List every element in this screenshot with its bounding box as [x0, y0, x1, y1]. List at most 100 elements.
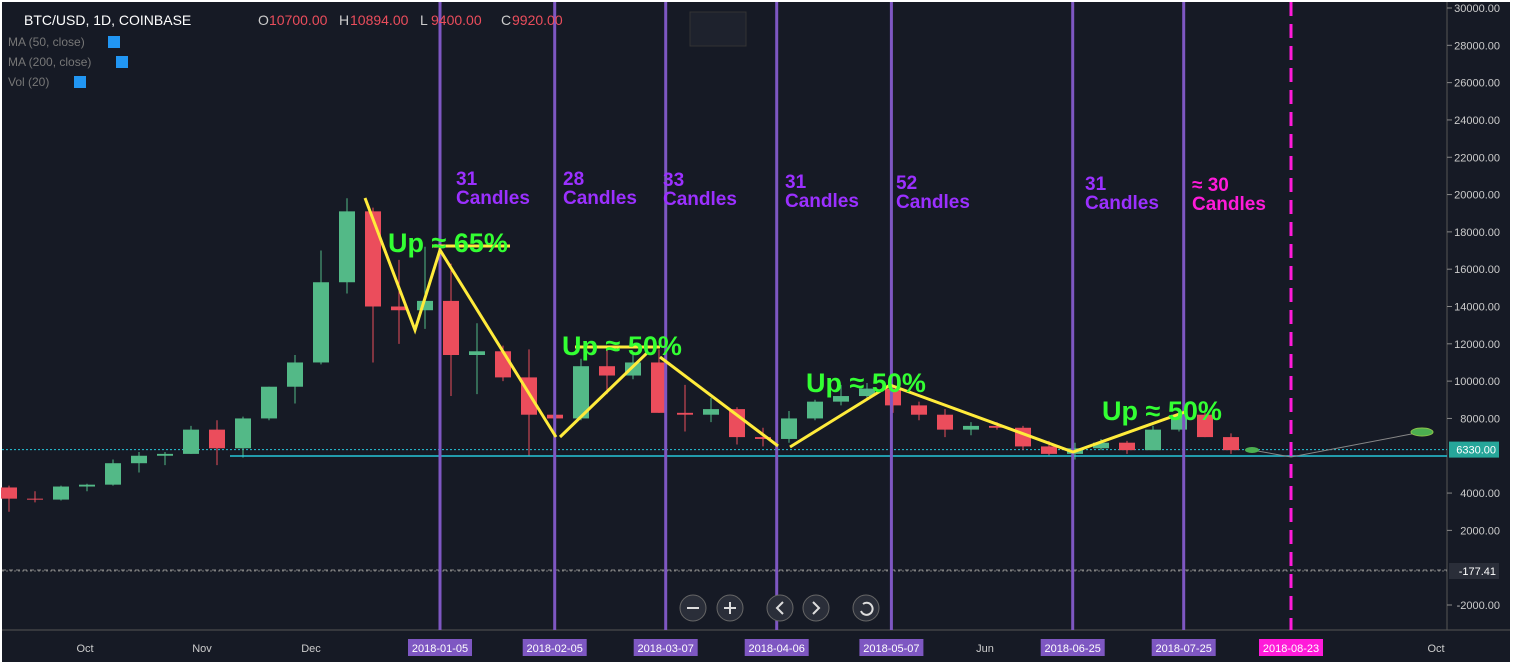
candle-note: 31	[1085, 174, 1107, 195]
candle-note: 28	[563, 169, 584, 190]
date-tag-label: 2018-05-07	[863, 643, 919, 655]
y-tick-label: 24000.00	[1454, 115, 1500, 127]
icon	[687, 601, 874, 616]
reset[interactable]	[852, 594, 880, 622]
candle-note: Candles	[1085, 193, 1159, 214]
candle-body	[781, 418, 797, 439]
y-tick-label: 14000.00	[1454, 302, 1500, 314]
candle-body	[1041, 446, 1057, 454]
date-tag-label: 2018-04-06	[749, 643, 805, 655]
date-tag	[408, 639, 472, 656]
date-tag	[522, 639, 587, 656]
zigzag-drawings	[363, 197, 1186, 454]
candle-body	[755, 437, 771, 439]
gain-note: Up ≈ 50%	[562, 331, 682, 361]
candle-note: 33	[663, 170, 684, 191]
candle-body	[573, 366, 589, 419]
candle-body	[963, 425, 979, 430]
y-tick-label: 30000.00	[1454, 3, 1500, 15]
y-tick-label: 10000.00	[1454, 376, 1500, 388]
candle-body	[729, 409, 745, 438]
zigzag	[659, 355, 779, 448]
date-tag-label: 2018-02-05	[527, 643, 583, 655]
ohlc-key: H	[339, 12, 349, 28]
chart-background	[2, 2, 1510, 662]
zigzag	[558, 350, 650, 439]
candle-body	[183, 429, 199, 454]
candle-note: Candles	[456, 188, 530, 209]
candle-body	[339, 211, 355, 283]
date-tag	[1259, 639, 1323, 656]
candle-note: ≈ 30	[1192, 175, 1229, 196]
date-tag	[744, 639, 809, 656]
indicator-toggle[interactable]	[116, 56, 128, 68]
y-tick-label: -2000.00	[1457, 600, 1500, 612]
zigzag	[789, 383, 1186, 454]
candle-body	[1093, 442, 1109, 449]
candle-body	[157, 453, 173, 456]
candle-body	[495, 351, 511, 378]
ohlc-value: 10700.00	[269, 12, 328, 28]
symbol: BTC/USD, 1D, COINBASE	[24, 12, 191, 28]
date-tag	[1040, 639, 1105, 656]
ohlc-key: O	[258, 12, 269, 28]
candle-body	[1145, 429, 1161, 451]
gain-note: Up ≈ 50%	[806, 368, 926, 398]
candle-body	[209, 429, 225, 449]
candle-body	[27, 498, 43, 500]
candle-body	[235, 418, 251, 449]
y-tick-label: 16000.00	[1454, 264, 1500, 276]
indicator-toggle[interactable]	[74, 76, 86, 88]
candle-body	[1223, 437, 1239, 451]
y-tick-label: 18000.00	[1454, 227, 1500, 239]
zigzag	[363, 197, 558, 438]
indicator: MA (200, close)	[8, 55, 91, 69]
candle-body	[911, 405, 927, 415]
price-tag-label: -177.41	[1459, 566, 1496, 578]
date-tag-label: 2018-08-23	[1263, 643, 1319, 655]
candle-note: Candles	[663, 189, 737, 210]
candle-body	[79, 484, 95, 487]
candle-body	[599, 366, 615, 376]
gain-note: Up ≈ 50%	[1102, 396, 1222, 426]
projection	[1251, 431, 1423, 458]
y-tick-label: 8000.00	[1460, 413, 1500, 425]
candle-body	[53, 486, 69, 500]
projection-point	[1245, 447, 1259, 453]
drawing-toolbar[interactable]	[689, 11, 747, 47]
y-tick-label: 26000.00	[1454, 78, 1500, 90]
date-tag	[633, 639, 698, 656]
ohlc-key: C	[501, 12, 511, 28]
candle-body	[807, 401, 823, 419]
scroll-left[interactable]	[766, 594, 794, 622]
date-tag-label: 2018-03-07	[638, 643, 694, 655]
price-tag-label: 6330.00	[1456, 445, 1496, 457]
candle-body	[703, 409, 719, 415]
candle-body	[287, 362, 303, 387]
y-tick-label: 22000.00	[1454, 152, 1500, 164]
candle-note: 31	[456, 169, 478, 190]
scroll-right[interactable]	[802, 594, 830, 622]
indicator: Vol (20)	[8, 75, 49, 89]
candle-body	[677, 412, 693, 415]
candle-note: Candles	[896, 192, 970, 213]
price-tag	[1449, 441, 1499, 458]
candle-note: Candles	[1192, 194, 1266, 215]
candle-body	[131, 455, 147, 464]
candle-body	[1119, 442, 1135, 451]
month-label: Oct	[1427, 643, 1444, 655]
candle-body	[651, 362, 667, 413]
candle-body	[469, 351, 485, 356]
ohlc-value: 10894.00	[350, 12, 409, 28]
y-tick-label: 4000.00	[1460, 488, 1500, 500]
y-tick-label: 28000.00	[1454, 40, 1500, 52]
indicator-toggle[interactable]	[108, 36, 120, 48]
candle-note: Candles	[785, 191, 859, 212]
month-label: Nov	[192, 643, 212, 655]
candle-note: 31	[785, 172, 807, 193]
candle-body	[989, 425, 1005, 428]
gain-note: Up ≈ 65%	[388, 228, 508, 258]
candle-body	[1, 487, 17, 499]
candle-body	[365, 211, 381, 307]
